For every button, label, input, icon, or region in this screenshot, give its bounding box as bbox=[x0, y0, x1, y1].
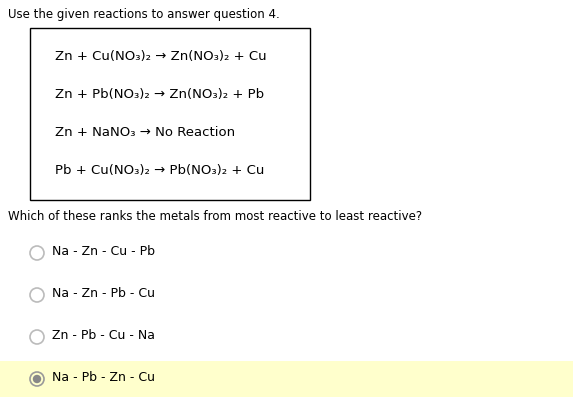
Text: Zn + Cu(NO₃)₂ → Zn(NO₃)₂ + Cu: Zn + Cu(NO₃)₂ → Zn(NO₃)₂ + Cu bbox=[55, 50, 266, 63]
Text: Pb + Cu(NO₃)₂ → Pb(NO₃)₂ + Cu: Pb + Cu(NO₃)₂ → Pb(NO₃)₂ + Cu bbox=[55, 164, 264, 177]
Text: Na - Zn - Pb - Cu: Na - Zn - Pb - Cu bbox=[52, 287, 155, 300]
Bar bbox=[0, 361, 573, 397]
Text: Zn + Pb(NO₃)₂ → Zn(NO₃)₂ + Pb: Zn + Pb(NO₃)₂ → Zn(NO₃)₂ + Pb bbox=[55, 88, 264, 101]
Circle shape bbox=[33, 376, 41, 382]
Bar bbox=[30, 28, 310, 200]
Text: Which of these ranks the metals from most reactive to least reactive?: Which of these ranks the metals from mos… bbox=[8, 210, 422, 223]
Text: Na - Zn - Cu - Pb: Na - Zn - Cu - Pb bbox=[52, 245, 155, 258]
Text: Zn - Pb - Cu - Na: Zn - Pb - Cu - Na bbox=[52, 329, 155, 342]
Text: Na - Pb - Zn - Cu: Na - Pb - Zn - Cu bbox=[52, 371, 155, 384]
Text: Use the given reactions to answer question 4.: Use the given reactions to answer questi… bbox=[8, 8, 280, 21]
Text: Zn + NaNO₃ → No Reaction: Zn + NaNO₃ → No Reaction bbox=[55, 126, 235, 139]
